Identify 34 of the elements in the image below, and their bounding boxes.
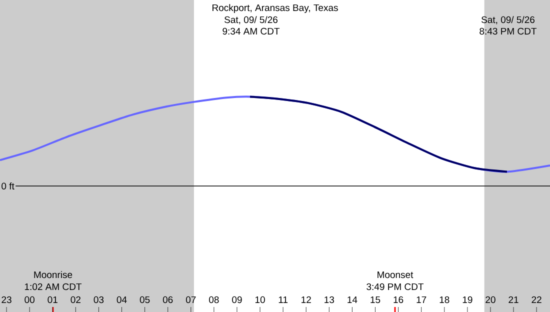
text: 9:34 AM CDT	[222, 28, 280, 35]
x-tick-label: 06	[162, 296, 173, 304]
text: 1:02 AM CDT	[24, 283, 82, 290]
x-tick-label: 16	[394, 296, 404, 304]
text: Sat, 09/ 5/26	[224, 16, 278, 24]
x-tick-label: 21	[508, 296, 518, 303]
x-tick-label: 03	[94, 296, 104, 304]
x-tick-label: 20	[486, 296, 496, 304]
text: 3:49 PM CDT	[366, 283, 424, 290]
x-tick-label: 12	[302, 296, 311, 303]
x-tick-label: 07	[186, 296, 196, 304]
chart-title: Rockport, Aransas Bay, Texas	[212, 4, 338, 13]
x-tick-label: 10	[255, 296, 265, 304]
x-tick-label: 02	[70, 296, 80, 304]
x-tick-label: 18	[440, 296, 450, 304]
x-tick-label: 00	[24, 296, 34, 304]
x-tick-label: 13	[324, 296, 334, 304]
x-tick-label: 15	[370, 296, 380, 304]
text: Moonset	[378, 271, 414, 278]
x-tick-label: 05	[140, 296, 150, 304]
text: Moonrise	[34, 271, 72, 278]
ref-line-label: 0 ft	[2, 182, 14, 190]
text: Sat, 09/ 5/26	[482, 16, 535, 24]
x-tick-label: 14	[348, 296, 358, 303]
x-tick-label: 11	[278, 296, 288, 303]
x-tick-label: 17	[416, 296, 426, 303]
x-tick-label: 19	[462, 296, 472, 304]
x-tick-label: 09	[232, 296, 242, 304]
x-tick-label: 22	[532, 296, 542, 303]
x-tick-label: 01	[48, 296, 58, 304]
text: 8:43 PM CDT	[480, 28, 537, 35]
x-tick-label: 23	[2, 296, 12, 304]
x-tick-label: 08	[209, 296, 219, 304]
x-tick-label: 04	[116, 296, 127, 304]
